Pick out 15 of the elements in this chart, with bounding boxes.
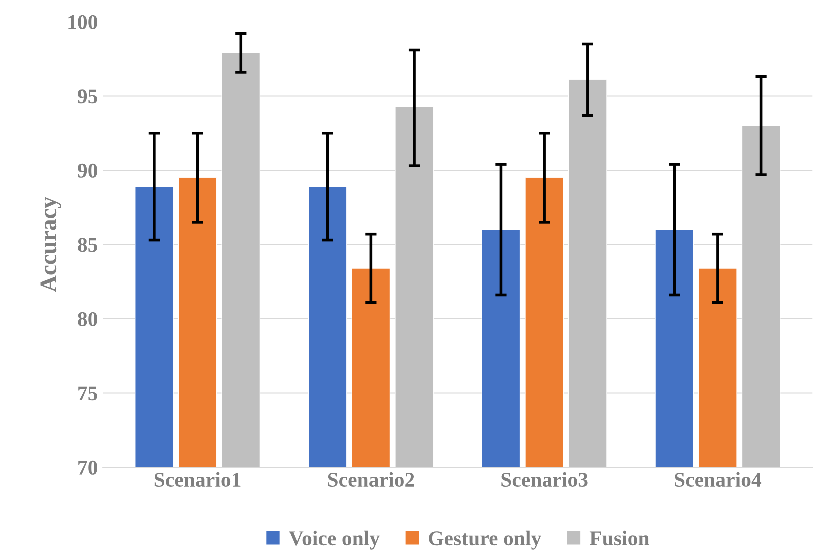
- y-tick-label: 80: [78, 312, 98, 326]
- x-tick-label: Scenario2: [328, 472, 414, 488]
- y-tick-label: 90: [78, 164, 98, 178]
- x-tick-label: Scenario4: [675, 472, 762, 488]
- x-tick-label: Scenario1: [154, 472, 241, 488]
- y-axis-title: Accuracy: [40, 197, 62, 292]
- x-tick-label: Scenario3: [502, 472, 588, 488]
- y-tick-label: 95: [78, 90, 98, 104]
- legend-label: Gesture only: [429, 530, 542, 550]
- legend-label: Fusion: [590, 530, 650, 546]
- y-tick-label: 85: [78, 238, 98, 252]
- y-tick-label: 70: [78, 460, 98, 475]
- y-tick-label: 100: [68, 15, 98, 30]
- y-tick-label: 75: [78, 386, 98, 401]
- legend-label: Voice only: [289, 530, 380, 550]
